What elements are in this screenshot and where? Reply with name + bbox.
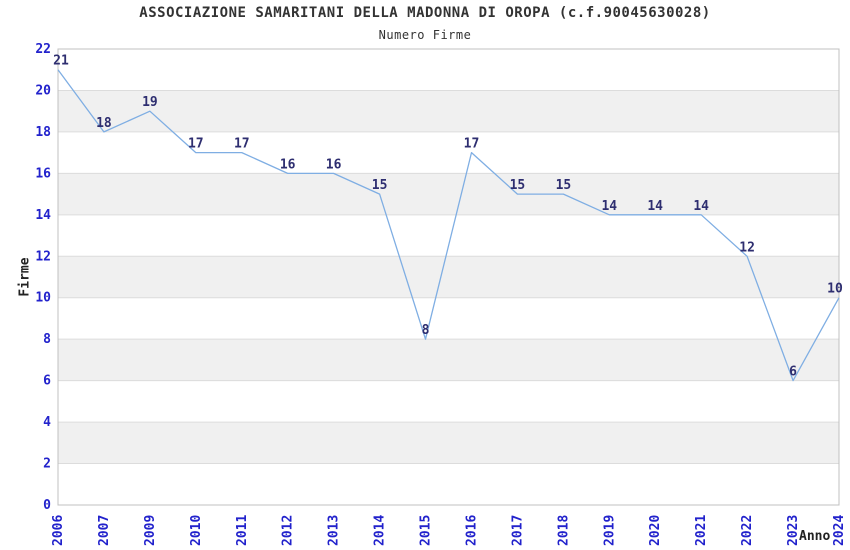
point-label: 16 xyxy=(326,157,342,172)
point-label: 21 xyxy=(53,54,69,69)
plot-band xyxy=(58,90,839,132)
x-axis-title: Anno xyxy=(799,529,831,544)
plot-band xyxy=(58,256,839,298)
x-tick-label: 2016 xyxy=(465,515,480,546)
y-tick-label: 8 xyxy=(43,332,51,347)
x-tick-label: 2024 xyxy=(832,515,847,546)
x-tick-label: 2013 xyxy=(327,515,342,546)
y-tick-label: 14 xyxy=(35,208,51,223)
x-tick-label: 2018 xyxy=(556,515,571,546)
plot-band xyxy=(58,173,839,215)
x-tick-label: 2009 xyxy=(143,515,158,546)
point-label: 8 xyxy=(422,323,430,338)
x-tick-label: 2007 xyxy=(97,515,112,546)
point-label: 6 xyxy=(789,365,797,380)
y-tick-label: 22 xyxy=(35,42,51,57)
point-label: 18 xyxy=(96,116,112,131)
y-tick-label: 6 xyxy=(43,374,51,389)
y-tick-label: 2 xyxy=(43,457,51,472)
y-tick-label: 0 xyxy=(43,498,51,513)
x-tick-label: 2006 xyxy=(51,515,66,546)
y-tick-label: 20 xyxy=(35,84,51,99)
plot-band xyxy=(58,422,839,464)
point-label: 19 xyxy=(142,95,158,110)
x-tick-label: 2021 xyxy=(694,515,709,546)
y-tick-label: 18 xyxy=(35,125,51,140)
point-label: 12 xyxy=(739,240,755,255)
y-tick-label: 12 xyxy=(35,249,51,264)
chart-title: ASSOCIAZIONE SAMARITANI DELLA MADONNA DI… xyxy=(139,5,711,21)
point-label: 15 xyxy=(372,178,388,193)
point-label: 17 xyxy=(234,137,250,152)
point-label: 14 xyxy=(601,199,617,214)
plot-band xyxy=(58,339,839,381)
x-tick-label: 2019 xyxy=(602,515,617,546)
x-tick-label: 2014 xyxy=(373,515,388,546)
data-line xyxy=(57,69,840,382)
x-tick-label: 2015 xyxy=(419,515,434,546)
y-tick-label: 10 xyxy=(35,291,51,306)
point-label: 15 xyxy=(556,178,572,193)
x-tick-label: 2011 xyxy=(235,515,250,546)
x-tick-label: 2017 xyxy=(510,515,525,546)
x-tick-label: 2012 xyxy=(281,515,296,546)
point-label: 15 xyxy=(510,178,526,193)
x-tick-label: 2020 xyxy=(648,515,663,546)
point-label: 14 xyxy=(647,199,663,214)
y-tick-label: 4 xyxy=(43,415,51,430)
x-tick-label: 2010 xyxy=(189,515,204,546)
point-label: 10 xyxy=(827,282,843,297)
point-label: 17 xyxy=(188,137,204,152)
y-tick-label: 16 xyxy=(35,166,51,181)
x-tick-label: 2023 xyxy=(786,515,801,546)
x-tick-label: 2022 xyxy=(740,515,755,546)
point-label: 17 xyxy=(464,137,480,152)
plot-border xyxy=(57,48,840,506)
point-label: 14 xyxy=(693,199,709,214)
chart-subtitle: Numero Firme xyxy=(378,28,472,42)
point-label: 16 xyxy=(280,157,296,172)
